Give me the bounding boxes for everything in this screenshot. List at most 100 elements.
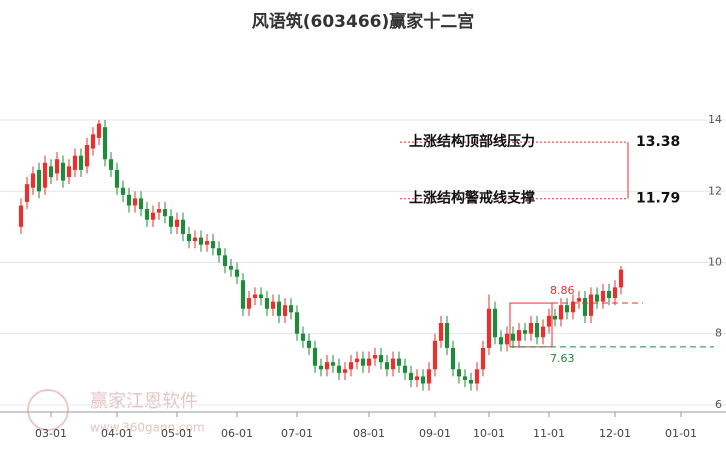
- candle-body: [336, 365, 342, 373]
- candle-body: [270, 301, 276, 309]
- candle-body: [414, 376, 420, 380]
- candle-body: [420, 376, 426, 384]
- candle-body: [564, 305, 570, 313]
- candle-body: [558, 305, 564, 320]
- candle-body: [66, 166, 72, 178]
- candle-body: [204, 241, 210, 245]
- candle-body: [240, 280, 246, 309]
- candle-body: [570, 301, 576, 313]
- y-tick-label: 12: [708, 184, 722, 197]
- candle-body: [108, 159, 114, 170]
- candle-body: [408, 372, 414, 380]
- candle-body: [384, 362, 390, 370]
- candle-body: [150, 212, 156, 220]
- candle-body: [222, 255, 228, 267]
- x-tick-label: 11-01: [533, 427, 565, 440]
- candle-body: [534, 322, 540, 338]
- support-label: 上涨结构警戒线支撑: [409, 190, 535, 207]
- candle-body: [54, 159, 60, 174]
- candle-body: [612, 287, 618, 299]
- candle-body: [96, 123, 102, 138]
- y-tick-label: 14: [708, 113, 722, 126]
- candle-body: [294, 312, 300, 334]
- x-tick-label: 09-01: [419, 427, 451, 440]
- x-tick-label: 07-01: [281, 427, 313, 440]
- candle-body: [318, 365, 324, 370]
- candle-body: [510, 333, 516, 341]
- candle-body: [306, 340, 312, 348]
- candle-body: [372, 355, 378, 359]
- candle-body: [144, 209, 150, 220]
- x-tick-label: 10-01: [473, 427, 505, 440]
- candle-body: [258, 294, 264, 299]
- candle-body: [486, 308, 492, 348]
- candle-body: [132, 198, 138, 206]
- candle-body: [282, 305, 288, 316]
- candle-body: [48, 166, 54, 178]
- candle-body: [234, 269, 240, 277]
- candle-body: [300, 333, 306, 341]
- candle-body: [72, 155, 78, 170]
- y-tick-label: 6: [715, 398, 722, 411]
- candle-body: [252, 294, 258, 299]
- chart-title: 风语筑(603466)赢家十二宫: [252, 11, 475, 32]
- candle-body: [474, 369, 480, 384]
- candle-body: [342, 369, 348, 373]
- candle-body: [324, 362, 330, 370]
- x-tick-label: 06-01: [221, 427, 253, 440]
- watermark-name: 赢家江恩软件: [90, 390, 198, 412]
- candle-body: [276, 301, 282, 316]
- candle-body: [582, 298, 588, 316]
- resistance-label: 上涨结构顶部线压力: [409, 133, 535, 150]
- candle-body: [36, 169, 42, 192]
- candle-body: [210, 241, 216, 249]
- candle-body: [426, 369, 432, 384]
- candle-body: [360, 358, 366, 366]
- candle-body: [528, 322, 534, 334]
- x-tick-label: 12-01: [599, 427, 631, 440]
- candle-body: [450, 347, 456, 370]
- candle-body: [366, 358, 372, 366]
- candle-body: [540, 326, 546, 338]
- support-value: 11.79: [636, 191, 680, 207]
- candle-body: [192, 237, 198, 242]
- candle-body: [600, 290, 606, 302]
- candle-body: [438, 322, 444, 341]
- candle-body: [354, 358, 360, 363]
- candle-body: [78, 155, 84, 170]
- watermark-logo: [27, 389, 69, 431]
- candle-body: [480, 347, 486, 370]
- box-top-label: 8.86: [550, 284, 575, 297]
- candle-body: [102, 127, 108, 160]
- candle-body: [348, 362, 354, 370]
- candle-body: [606, 290, 612, 299]
- candle-body: [492, 308, 498, 338]
- candle-body: [120, 187, 126, 195]
- candle-body: [156, 209, 162, 213]
- candle-body: [180, 219, 186, 234]
- candle-body: [390, 358, 396, 370]
- watermark-url: www.360gann.com: [90, 421, 205, 435]
- candle-body: [30, 173, 36, 188]
- candle-body: [24, 184, 30, 202]
- x-tick-label: 01-01: [665, 427, 697, 440]
- candle-body: [504, 333, 510, 345]
- candle-body: [114, 169, 120, 188]
- candle-body: [522, 330, 528, 334]
- y-tick-label: 8: [715, 327, 722, 340]
- candle-body: [126, 194, 132, 206]
- x-tick-label: 08-01: [353, 427, 385, 440]
- candle-body: [588, 294, 594, 316]
- candle-body: [468, 379, 474, 384]
- candle-body: [84, 144, 90, 167]
- candle-body: [198, 237, 204, 245]
- candle-body: [42, 162, 48, 188]
- candle-body: [552, 315, 558, 320]
- candle-body: [168, 216, 174, 227]
- candle-body: [546, 315, 552, 327]
- candle-body: [618, 269, 624, 288]
- candle-body: [174, 219, 180, 227]
- x-tick-label: 05-01: [161, 427, 193, 440]
- candle-body: [456, 369, 462, 377]
